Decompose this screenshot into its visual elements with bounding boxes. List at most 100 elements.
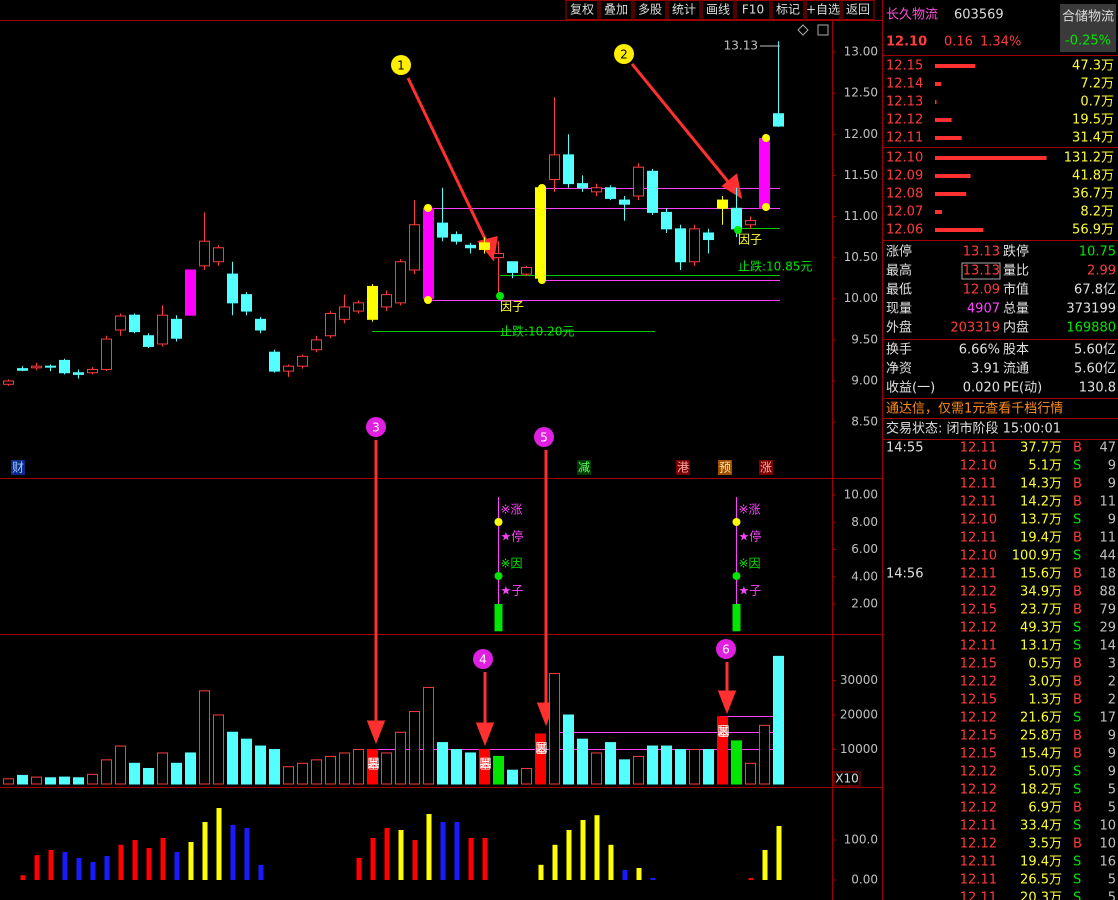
volume-bar (423, 686, 434, 785)
strength-bar (398, 830, 404, 880)
trade-side: S (1073, 765, 1081, 780)
candle-body (563, 154, 574, 185)
trade-side: S (1073, 621, 1081, 636)
trade-count: 17 (1099, 711, 1116, 726)
toolbar-button[interactable]: 画线 (701, 0, 735, 20)
trade-price: 12.12 (960, 585, 997, 600)
trade-side: B (1073, 693, 1082, 708)
candle-body (17, 368, 28, 371)
trade-volume: 5.1万 (1028, 459, 1062, 474)
trade-price: 12.12 (960, 765, 997, 780)
factor-label: 因子 (738, 233, 762, 247)
y-tick-label: 11.50 (844, 168, 878, 182)
book-bar (935, 100, 937, 104)
strength-bar (118, 844, 124, 880)
candle-body (773, 113, 784, 127)
trade-side: B (1073, 801, 1082, 816)
callout-badge (534, 427, 554, 447)
badge-frame[interactable] (1060, 4, 1116, 52)
volume-bar (409, 711, 420, 785)
y-tick-label: 0.00 (851, 873, 878, 887)
volume-bar (367, 749, 378, 785)
y-tick-label: 10.00 (844, 291, 878, 305)
strength-bar (580, 820, 586, 880)
signal-dot (496, 292, 504, 300)
event-label: 财 (12, 461, 24, 475)
toolbar-button[interactable]: 统计 (667, 0, 701, 20)
toolbar-button[interactable]: F10 (735, 0, 771, 20)
toolbar-button[interactable]: 复权 (565, 0, 599, 20)
book-bar (935, 174, 971, 178)
y-tick-label: 10000 (840, 742, 878, 756)
toolbar-button[interactable]: 多股 (633, 0, 667, 20)
arrows (366, 63, 743, 747)
y-tick-label: 30000 (840, 673, 878, 687)
toolbar-button[interactable]: 返回 (841, 0, 875, 20)
toolbar-button[interactable]: +自选 (805, 0, 841, 20)
volume-bar (339, 752, 350, 785)
gene-label: 基因 (716, 724, 730, 737)
trade-price: 12.15 (960, 729, 997, 744)
trade-count: 5 (1108, 891, 1116, 900)
trade-price: 12.15 (960, 693, 997, 708)
stat-value: 2.99 (1087, 264, 1116, 279)
strength-bar (90, 862, 96, 880)
trade-count: 9 (1108, 459, 1116, 474)
trade-price: 12.11 (960, 495, 997, 510)
candle-body (87, 368, 98, 374)
strength-bar (636, 868, 642, 880)
book-bar (935, 136, 962, 140)
trade-side: S (1073, 639, 1081, 654)
candle-body (353, 302, 364, 312)
trade-count: 79 (1099, 603, 1116, 618)
candle-body (759, 137, 770, 209)
value-box (961, 262, 1001, 280)
trade-volume: 26.5万 (1020, 873, 1062, 888)
trade-volume: 18.2万 (1020, 783, 1062, 798)
volume-bar (3, 778, 14, 785)
y-tick-label: 10.50 (844, 250, 878, 264)
candle-body (619, 199, 630, 205)
strength-bar (552, 844, 558, 880)
volume-bar (563, 714, 574, 785)
candle-body (591, 187, 602, 193)
strength-bar (748, 878, 754, 880)
signal-label: ★子 (739, 584, 762, 598)
stat-value: 3.91 (971, 362, 1000, 377)
y-tick-label: 13.00 (844, 45, 878, 59)
volume-bar (731, 740, 742, 785)
callout-badge (366, 417, 386, 437)
volume-bar (115, 745, 126, 785)
candle-body (493, 253, 504, 259)
trade-volume: 15.4万 (1020, 747, 1062, 762)
candle-body (423, 207, 434, 300)
stat-label: 换手 (886, 343, 912, 358)
volume-bar (269, 749, 280, 785)
volume-bar (185, 752, 196, 785)
stat-value: 13.13 (963, 264, 1000, 279)
scale-box (833, 771, 861, 787)
stat-label: PE(动) (1003, 381, 1042, 396)
strength-bar (34, 855, 40, 880)
y-tick-label: 6.00 (851, 542, 878, 556)
stat-label: 内盘 (1003, 320, 1029, 336)
toolbar-button[interactable]: 叠加 (599, 0, 633, 20)
book-price: 12.06 (886, 223, 923, 238)
toolbar-button[interactable]: 标记 (771, 0, 805, 20)
volume-bar (521, 767, 532, 785)
signal-label: ※因 (501, 557, 523, 571)
volume-bar (577, 738, 588, 785)
candle-body (227, 273, 238, 304)
strength-bar (188, 842, 194, 880)
book-volume: 19.5万 (1072, 113, 1114, 128)
chart-icons (797, 24, 829, 36)
trade-side: S (1073, 873, 1081, 888)
stat-value: 67.8亿 (1074, 283, 1116, 298)
book-price: 12.10 (886, 151, 923, 166)
trade-price: 12.12 (960, 837, 997, 852)
volume-bar (479, 749, 490, 785)
volume-bar (451, 749, 462, 785)
candle-body (115, 315, 126, 331)
button-label: +自选 (806, 3, 840, 17)
candle-body (479, 242, 490, 250)
